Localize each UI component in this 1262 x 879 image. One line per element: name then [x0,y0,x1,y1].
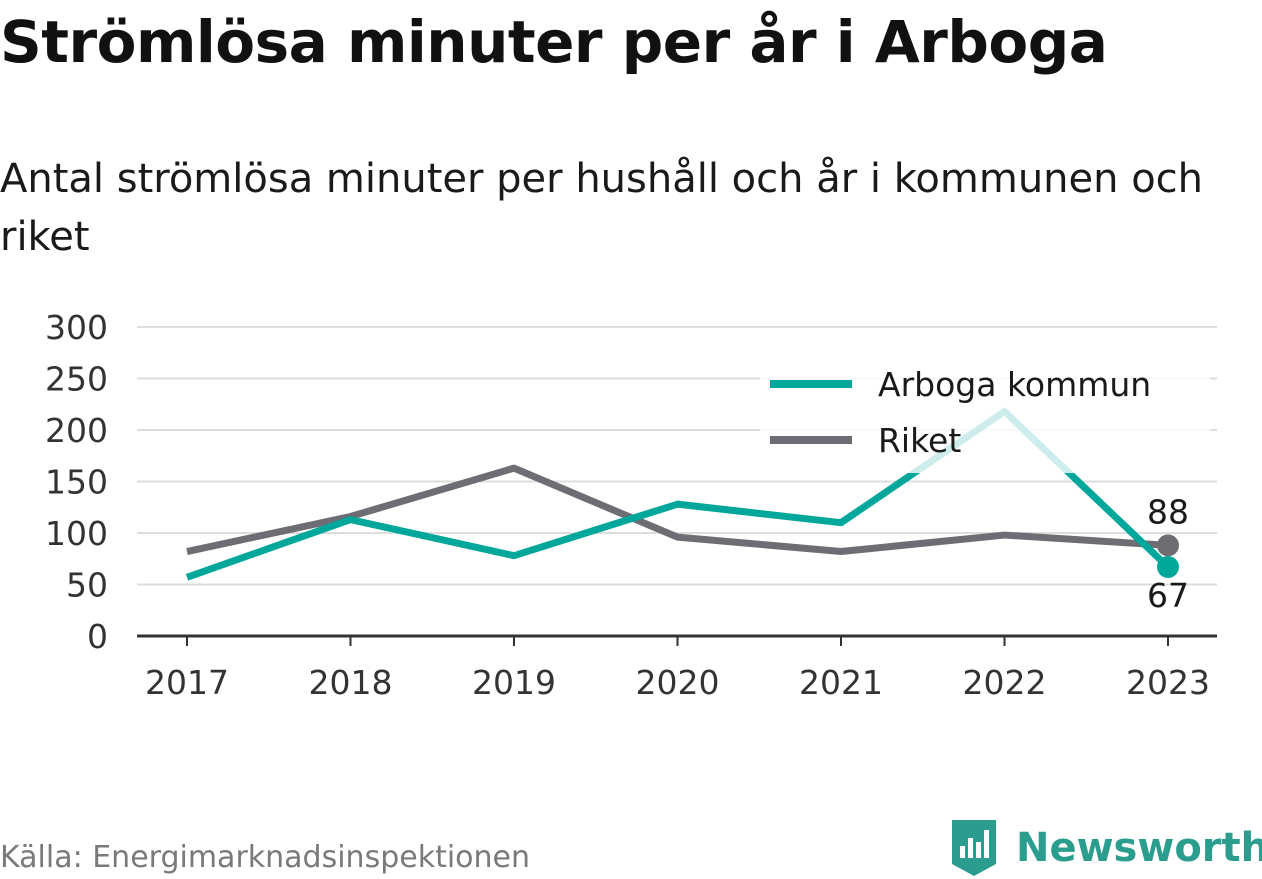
y-tick-label: 250 [45,360,108,399]
brand-name: Newsworthy [1016,825,1262,871]
data-point-arboga [1157,555,1179,578]
legend-background [760,358,1210,473]
x-tick-label: 2022 [963,663,1047,702]
x-tick-label: 2018 [309,663,393,702]
x-tick-label: 2019 [472,663,556,702]
y-tick-label: 50 [66,566,108,605]
chart-title: Strömlösa minuter per år i Arboga [0,8,1108,76]
end-label-arboga: 67 [1147,576,1189,615]
legend-label-riket: Riket [878,421,961,460]
newsworthy-logo-icon [952,820,996,876]
y-tick-label: 0 [87,617,108,656]
chart-subtitle: Antal strömlösa minuter per hushåll och … [0,156,1204,260]
y-tick-label: 300 [45,308,108,347]
data-point-riket [1157,534,1179,557]
x-tick-label: 2023 [1126,663,1210,702]
y-tick-label: 100 [45,514,108,553]
y-tick-label: 200 [45,411,108,450]
x-tick-label: 2017 [145,663,229,702]
source-note: Källa: Energimarknadsinspektionen [0,840,531,875]
x-tick-label: 2021 [799,663,883,702]
y-tick-label: 150 [45,463,108,502]
end-label-riket: 88 [1147,492,1189,531]
brand-logo: Newsworthy [950,818,1262,878]
legend-label-arboga: Arboga kommun [878,365,1151,404]
x-tick-label: 2020 [636,663,720,702]
